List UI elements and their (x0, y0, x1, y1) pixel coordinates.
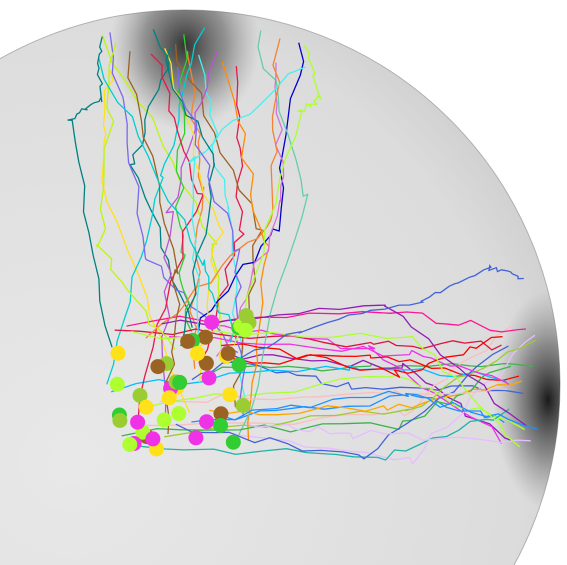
trajectory-path (223, 390, 538, 430)
start-marker (132, 388, 148, 403)
start-marker (213, 406, 229, 422)
trajectory-path (131, 330, 521, 448)
start-marker (188, 430, 204, 446)
trajectory-path (212, 324, 502, 444)
trajectory-path (168, 336, 510, 385)
start-marker (172, 374, 188, 390)
start-marker (180, 333, 196, 349)
trajectory-path (67, 36, 113, 348)
start-marker (199, 414, 215, 430)
trajectory-path (248, 423, 531, 444)
start-marker (204, 314, 220, 330)
trajectory-path (96, 43, 176, 350)
trajectory-path (221, 336, 503, 378)
trajectory-path (188, 66, 306, 358)
trajectory-path (152, 29, 216, 347)
start-marker (190, 346, 205, 361)
trajectory-path (145, 38, 281, 339)
trajectory-path (98, 58, 235, 343)
start-marker (198, 329, 213, 345)
start-marker (122, 437, 138, 452)
trajectory-path (233, 45, 322, 345)
start-marker (213, 418, 229, 433)
start-marker-layer (109, 308, 257, 457)
start-marker (225, 434, 241, 450)
trajectory-path (140, 408, 510, 461)
trajectory-path (174, 34, 193, 332)
start-marker (231, 357, 247, 373)
trajectory-path (161, 51, 218, 424)
trajectory-path (197, 42, 305, 333)
start-marker (238, 308, 254, 324)
trajectory-path (197, 54, 249, 410)
start-marker (235, 398, 251, 413)
trajectory-path (215, 62, 285, 357)
start-marker (171, 406, 187, 422)
start-marker (201, 370, 217, 386)
trajectory-path (238, 30, 309, 436)
trajectory-path (209, 380, 523, 416)
right-zone-shadow (493, 290, 560, 510)
trajectory-path (106, 27, 206, 385)
start-marker (150, 359, 166, 375)
start-marker (110, 345, 126, 361)
trajectory-path (137, 53, 204, 418)
start-marker (198, 355, 214, 371)
start-marker (112, 413, 128, 428)
trajectory-path (198, 66, 245, 364)
start-marker (156, 412, 172, 428)
start-marker (130, 414, 146, 430)
start-marker (138, 399, 154, 415)
start-marker (237, 322, 253, 338)
start-marker (220, 346, 236, 361)
start-marker (109, 376, 125, 392)
trajectory-path (127, 51, 181, 435)
start-marker (145, 431, 161, 447)
start-marker (161, 390, 177, 406)
start-marker (222, 387, 238, 403)
trajectory-path (191, 264, 524, 381)
trajectory-path (205, 362, 534, 377)
